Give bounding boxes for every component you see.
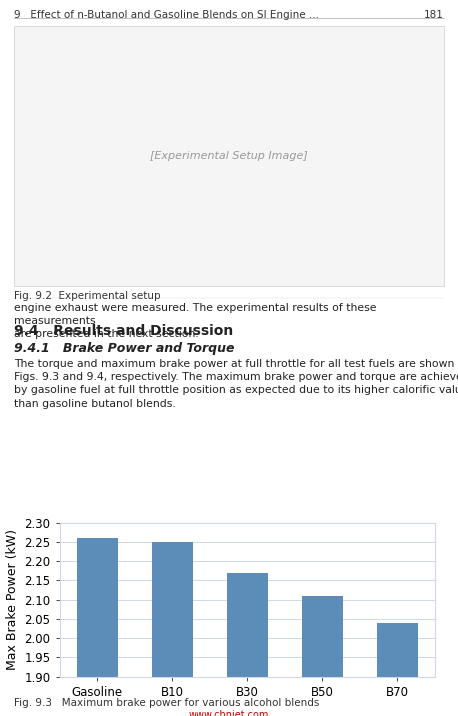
Text: [Experimental Setup Image]: [Experimental Setup Image] [150,151,308,161]
Y-axis label: Max Brake Power (kW): Max Brake Power (kW) [6,529,19,670]
Text: Fig. 9.3   Maximum brake power for various alcohol blends: Fig. 9.3 Maximum brake power for various… [14,698,319,708]
Bar [152,542,193,716]
Text: Fig. 9.2  Experimental setup: Fig. 9.2 Experimental setup [14,291,161,301]
Text: 9   Effect of n-Butanol and Gasoline Blends on SI Engine ...: 9 Effect of n-Butanol and Gasoline Blend… [14,10,319,20]
Text: engine exhaust were measured. The experimental results of these measurements
are: engine exhaust were measured. The experi… [14,303,376,339]
Text: 181: 181 [424,10,444,20]
Text: 9.4.1   Brake Power and Torque: 9.4.1 Brake Power and Torque [14,342,234,355]
Text: www.chnjet.com: www.chnjet.com [189,710,269,716]
FancyBboxPatch shape [14,26,444,286]
Bar [76,538,118,716]
Bar [377,623,418,716]
Bar [302,596,343,716]
Text: The torque and maximum brake power at full throttle for all test fuels are shown: The torque and maximum brake power at fu… [14,359,458,409]
Text: 9.4   Results and Discussion: 9.4 Results and Discussion [14,324,233,338]
Bar [227,573,268,716]
